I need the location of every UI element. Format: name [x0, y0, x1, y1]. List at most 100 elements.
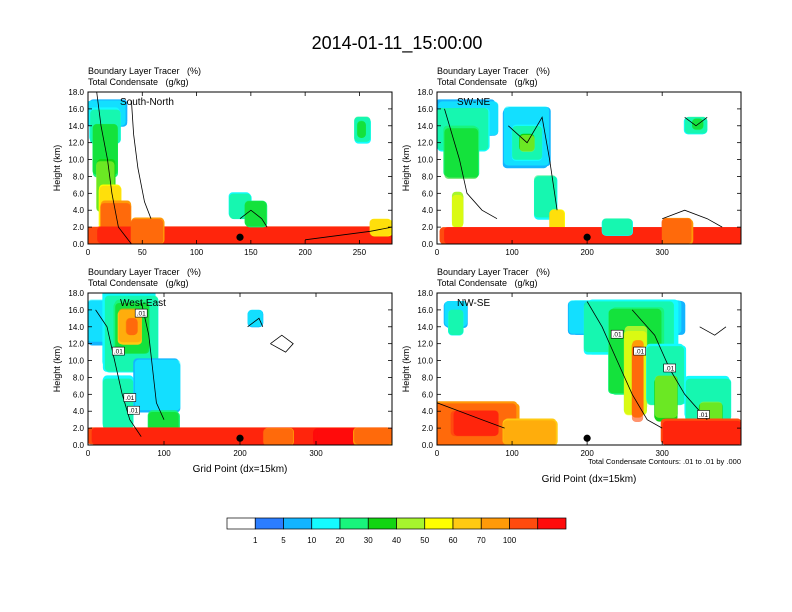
- tracer-cell: [134, 359, 181, 411]
- y-tick-label: 2.0: [422, 424, 434, 433]
- condensate-contour: [96, 92, 132, 244]
- panel-title-line: Boundary Layer Tracer (%): [437, 66, 550, 76]
- x-tick-label: 150: [244, 248, 258, 257]
- y-tick-label: 0.0: [73, 240, 85, 249]
- plot-frame: [436, 91, 742, 245]
- colorbar-label: 100: [503, 536, 517, 545]
- colorbar-label: 60: [449, 536, 458, 545]
- panel-sw-ne: 0.0 2.0 4.0 6.0 8.0 10.0 12.0 14.0 16.0 18.0 0 100 2…: [401, 66, 742, 257]
- colorbar-swatch: [367, 517, 397, 530]
- colorbar-label: 50: [420, 536, 429, 545]
- y-tick-label: 16.0: [417, 306, 433, 315]
- x-tick-label: 200: [580, 248, 594, 257]
- tracer-field: [88, 92, 392, 244]
- contour-label: .01: [699, 412, 708, 419]
- y-tick-label: 8.0: [73, 373, 85, 382]
- x-tick-label: 0: [435, 449, 440, 458]
- y-tick-label: 12.0: [68, 139, 84, 148]
- colorbar-swatch: [396, 517, 426, 530]
- y-tick-label: 2.0: [73, 223, 85, 232]
- colorbar-swatch: [339, 517, 369, 530]
- tracer-cell: [503, 420, 556, 445]
- condensate-contour: [444, 108, 498, 220]
- y-tick-label: 6.0: [422, 189, 434, 198]
- condensate-contour: [131, 100, 152, 219]
- colorbar-label: 20: [336, 536, 345, 545]
- y-tick-label: 2.0: [73, 424, 85, 433]
- y-tick-label: 18.0: [68, 289, 84, 298]
- x-tick-label: 100: [505, 449, 519, 458]
- y-tick-label: 14.0: [68, 323, 84, 332]
- tracer-cell: [369, 218, 392, 236]
- y-tick-label: 14.0: [68, 122, 84, 131]
- y-tick-label: 10.0: [68, 156, 84, 165]
- tracer-cell: [97, 226, 392, 244]
- y-tick-label: 14.0: [417, 122, 433, 131]
- panel-title-line: Boundary Layer Tracer (%): [437, 267, 550, 277]
- contour-label: .01: [635, 349, 644, 356]
- y-tick-label: 6.0: [422, 390, 434, 399]
- panel-title-line: Total Condensate (g/kg): [88, 278, 189, 288]
- colorbar-label: 40: [392, 536, 401, 545]
- colorbar-swatch: [452, 517, 482, 530]
- condensate-contour: [270, 334, 294, 353]
- x-tick-label: 300: [656, 449, 670, 458]
- colorbar-label: 1: [253, 536, 258, 545]
- y-axis-label: Height (km): [52, 346, 62, 393]
- panel-title-line: Total Condensate (g/kg): [437, 77, 538, 87]
- x-tick-label: 0: [435, 248, 440, 257]
- location-marker: [583, 233, 591, 241]
- x-tick-label: 100: [190, 248, 204, 257]
- y-axis-label: Height (km): [401, 346, 411, 393]
- contour-label: .01: [613, 332, 622, 339]
- condensate-contour: [699, 326, 727, 336]
- panel-south-north: 0.0 2.0 4.0 6.0 8.0 10.0 12.0 14.0 16.0 18.0 0 50 10…: [52, 66, 393, 257]
- tracer-cell: [662, 420, 741, 445]
- location-marker: [583, 434, 591, 442]
- y-tick-label: 6.0: [73, 189, 85, 198]
- y-tick-label: 12.0: [417, 340, 433, 349]
- x-tick-label: 0: [86, 449, 91, 458]
- condensate-contour: [662, 209, 723, 228]
- tracer-cell: [354, 427, 392, 445]
- x-tick-label: 200: [233, 449, 247, 458]
- condensate-contour: [508, 116, 558, 211]
- x-tick-label: 300: [309, 449, 323, 458]
- panel-label: West-East: [120, 298, 166, 309]
- colorbar-swatch: [283, 517, 313, 530]
- y-tick-label: 14.0: [417, 323, 433, 332]
- tracer-field: [437, 299, 741, 445]
- tracer-cell: [602, 218, 633, 236]
- tracer-cell: [661, 218, 692, 244]
- x-tick-label: 250: [353, 248, 367, 257]
- colorbar-swatch: [226, 517, 256, 530]
- y-tick-label: 18.0: [68, 88, 84, 97]
- tracer-cell: [357, 121, 366, 138]
- x-tick-label: 100: [157, 449, 171, 458]
- tracer-cell: [453, 410, 499, 436]
- x-tick-label: 100: [505, 248, 519, 257]
- x-tick-label: 50: [138, 248, 147, 257]
- contour-label-box: [123, 393, 137, 402]
- panel-title-line: Total Condensate (g/kg): [437, 278, 538, 288]
- panel-label: SW-NE: [457, 97, 490, 108]
- colorbar-swatch: [509, 517, 539, 530]
- y-tick-label: 6.0: [73, 390, 85, 399]
- y-tick-label: 16.0: [68, 105, 84, 114]
- tracer-cell: [448, 309, 464, 335]
- tracer-cell: [102, 378, 134, 430]
- panel-title-line: Total Condensate (g/kg): [88, 77, 189, 87]
- location-marker: [236, 434, 244, 442]
- contour-label: .01: [665, 366, 674, 373]
- y-axis-label: Height (km): [52, 145, 62, 192]
- tracer-cell: [262, 428, 294, 445]
- contour-label-box: [633, 346, 646, 356]
- x-axis-label: Grid Point (dx=15km): [193, 464, 288, 475]
- panel-title-line: Boundary Layer Tracer (%): [88, 66, 201, 76]
- colorbar-label: 5: [281, 536, 286, 545]
- colorbar-swatch: [537, 517, 567, 530]
- y-tick-label: 0.0: [422, 240, 434, 249]
- colorbar-swatch: [424, 517, 454, 530]
- tracer-cell: [534, 175, 557, 218]
- condensate-contour: [140, 301, 165, 420]
